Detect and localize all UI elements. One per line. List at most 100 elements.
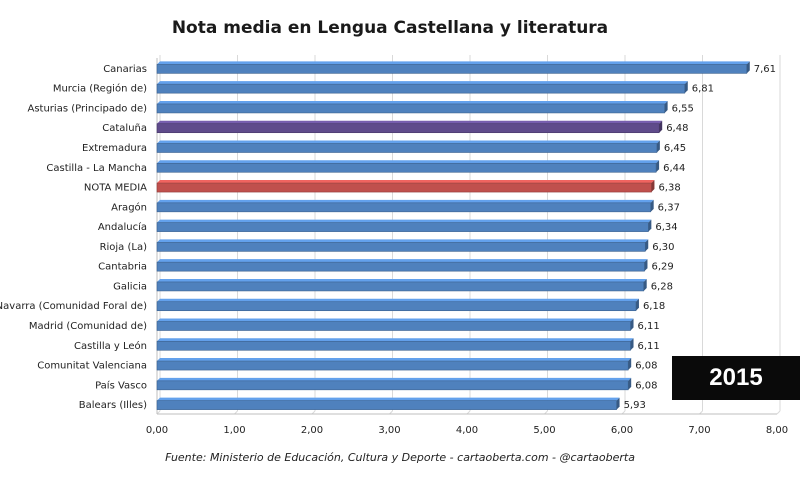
value-label: 6,34 [655,222,677,233]
bar [156,340,631,351]
value-label: 6,28 [651,281,673,292]
bar-side [656,140,660,153]
bar-side [650,199,654,212]
x-tick-label: 2,00 [301,425,323,436]
labels: 0,00 1,00 2,00 3,00 4,00 5,00 6,00 7,00 8,00 Cana… [0,64,788,436]
value-label: 6,44 [663,163,685,174]
bar-top [157,397,620,401]
bar-side [630,338,634,351]
bar [156,162,657,173]
bar [156,380,629,391]
category-label: País Vasco [95,379,147,391]
category-label: NOTA MEDIA [84,183,147,194]
bar-side [659,120,663,133]
x-tick-label: 4,00 [456,425,478,436]
bar-side [628,377,632,390]
bar-side [664,100,668,113]
bar-top [157,278,647,282]
bar-top [157,338,634,342]
value-label: 6,48 [666,123,688,134]
bar-top [157,199,654,203]
category-label: Madrid (Comunidad de) [29,321,147,332]
bar-side [651,180,655,193]
category-label: Cantabria [98,262,147,273]
bar-side [616,397,620,410]
category-label: Galicia [113,281,147,292]
category-label: Comunitat Valenciana [37,361,147,372]
bar [156,321,631,331]
bar-side [643,278,647,291]
bar [156,202,651,213]
x-tick-label: 8,00 [766,425,788,436]
bar-side [684,81,688,94]
bars [156,61,750,410]
value-label: 6,38 [658,183,680,194]
category-label: Aragón [111,201,147,213]
year-badge: 2015 [672,356,800,400]
gridlines [156,55,781,415]
category-label: Castilla - La Mancha [46,163,147,174]
bar-top [157,358,632,362]
bar-top [157,160,660,164]
bar-side [746,61,750,74]
source-note: Fuente: Ministerio de Educación, Cultura… [165,451,635,464]
bar-top [157,239,649,243]
category-label: Canarias [103,64,147,75]
bar [156,182,652,193]
value-label: 6,18 [643,301,665,312]
bar-top [157,259,648,263]
value-label: 6,08 [635,361,657,372]
axes [156,58,777,415]
value-label: 6,29 [651,262,673,273]
value-label: 6,11 [638,321,660,332]
bar-top [157,318,634,322]
value-label: 7,61 [754,64,776,75]
bar-top [157,219,652,223]
bar-top [157,120,663,124]
bar [156,64,748,74]
category-label: Asturias (Principado de) [28,103,148,114]
x-tick-label: 7,00 [688,425,710,436]
value-label: 6,55 [672,103,694,114]
gridline-floor [776,410,781,415]
bar [156,301,637,312]
bar [156,83,686,94]
value-label: 6,30 [652,242,674,253]
bar [156,123,660,134]
bar [156,222,649,232]
category-label: Castilla y León [74,340,147,352]
category-label: Andalucía [98,221,147,233]
bar [156,242,646,252]
value-label: 6,37 [658,202,680,213]
bar [156,143,658,153]
bar-top [157,180,655,184]
x-tick-label: 3,00 [378,425,400,436]
value-label: 6,81 [692,84,714,95]
value-label: 6,08 [635,380,657,391]
bar-side [648,219,652,232]
value-label: 6,11 [638,341,660,352]
bar-top [157,140,660,144]
bar-side [644,259,648,272]
x-tick-label: 5,00 [533,425,555,436]
category-label: Extremadura [82,143,147,154]
bar-top [157,61,750,65]
category-label: Navarra (Comunidad Foral de) [0,301,147,312]
bar [156,360,629,371]
bar [156,400,617,410]
bar-top [157,81,688,85]
x-tick-label: 0,00 [146,425,168,436]
chart-title: Nota media en Lengua Castellana y litera… [171,18,609,38]
bar-side [635,298,639,311]
x-tick-label: 1,00 [223,425,245,436]
bar-top [157,100,668,104]
bar-top [157,377,632,381]
x-tick-label: 6,00 [611,425,633,436]
bar [156,103,665,114]
value-label: 6,45 [664,143,686,154]
bar-side [656,160,660,173]
bar-side [630,318,634,331]
value-label: 5,93 [624,400,646,411]
category-label: Cataluña [102,123,147,134]
